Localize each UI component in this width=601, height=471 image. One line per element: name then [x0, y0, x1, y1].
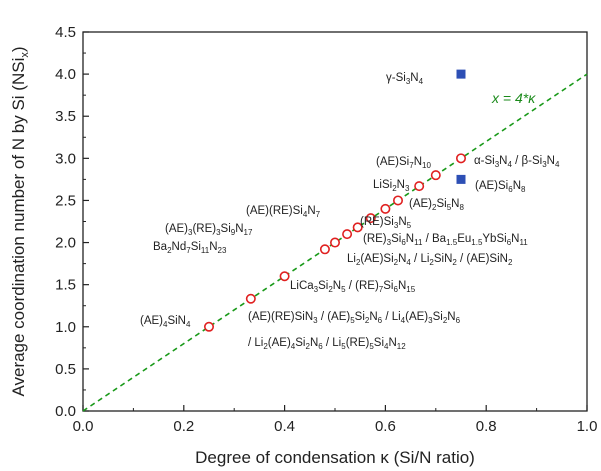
- y-tick-label: 3.0: [55, 150, 76, 167]
- point-label: (RE)Si3N5: [360, 216, 412, 230]
- x-tick-label: 0.0: [73, 418, 94, 435]
- x-tick-label: 0.8: [476, 418, 497, 435]
- y-axis-title-end: ): [9, 46, 28, 52]
- point-label: (AE)2Si5N8: [409, 198, 464, 212]
- data-point-square: [456, 174, 466, 184]
- point-labels: (AE)4SiN4 (AE)(RE)SiN3 / (AE)5Si2N6 / Li4…: [140, 72, 560, 351]
- data-point: [455, 153, 466, 164]
- point-label: (AE)4SiN4: [140, 315, 191, 329]
- data-point: [204, 321, 215, 332]
- y-tick-label: 0.5: [55, 361, 76, 378]
- point-label: (AE)Si6N8: [475, 180, 526, 194]
- data-point: [414, 181, 425, 192]
- axis-ticks: 0.0 0.2 0.4 0.6 0.8 1.0 0.0 0.5 1.0 1.5 2.0 2.5 3.0 3…: [55, 24, 597, 435]
- x-tick-label: 0.4: [274, 418, 295, 435]
- y-tick-label: 2.0: [55, 235, 76, 252]
- point-label: (AE)3(RE)3Si9N17: [165, 223, 253, 237]
- y-tick-label: 1.5: [55, 277, 76, 294]
- x-tick-label: 1.0: [577, 418, 598, 435]
- data-point: [352, 222, 363, 233]
- point-label: LiCa3Si2N5 / (RE)7Si6N15: [290, 280, 416, 294]
- data-point-square: [456, 69, 466, 79]
- x-tick-label: 0.2: [173, 418, 194, 435]
- y-tick-label: 2.5: [55, 192, 76, 209]
- data-point: [279, 271, 290, 282]
- y-tick-label: 0.0: [55, 403, 76, 420]
- x-tick-label: 0.6: [375, 418, 396, 435]
- x-axis-title: Degree of condensation κ (Si/N ratio): [195, 448, 475, 467]
- y-tick-label: 4.0: [55, 66, 76, 83]
- y-axis-title-sub: x: [19, 52, 31, 58]
- point-label: (AE)(RE)Si4N7: [246, 205, 321, 219]
- y-axis-title: Average coordination number of N by Si (…: [9, 46, 31, 396]
- point-label: (AE)Si7N10: [376, 156, 431, 170]
- y-tick-label: 3.5: [55, 108, 76, 125]
- data-point: [245, 293, 256, 304]
- data-point: [430, 170, 441, 181]
- data-point: [319, 244, 330, 255]
- point-label: γ-Si3N4: [386, 72, 424, 86]
- point-label: Ba2Nd7Si11N23: [153, 241, 227, 255]
- point-label: Li2(AE)Si2N4 / Li2SiN2 / (AE)SiN2: [347, 253, 513, 267]
- data-point: [365, 213, 376, 224]
- plot-area: [82, 31, 588, 412]
- y-tick-label: 1.0: [55, 319, 76, 336]
- y-tick-label: 4.5: [55, 24, 76, 41]
- data-point: [392, 195, 403, 206]
- data-points: [204, 69, 466, 332]
- data-point: [380, 203, 391, 214]
- data-point: [329, 237, 340, 248]
- point-label: (AE)(RE)SiN3 / (AE)5Si2N6 / Li4(AE)3Si2N…: [248, 311, 461, 325]
- fit-line: [82, 73, 588, 412]
- point-label: / Li2(AE)4Si2N6 / Li5(RE)5Si4N12: [248, 337, 406, 351]
- point-label: α-Si3N4 / β-Si3N4: [474, 155, 560, 169]
- fit-line-label: x = 4*κ: [491, 90, 536, 106]
- point-label: LiSi2N3: [373, 179, 410, 193]
- data-point: [342, 229, 353, 240]
- y-axis-title-main: Average coordination number of N by Si (…: [9, 58, 28, 397]
- point-label: (RE)3Si6N11 / Ba1.5Eu1.5YbSi6N11: [363, 233, 528, 247]
